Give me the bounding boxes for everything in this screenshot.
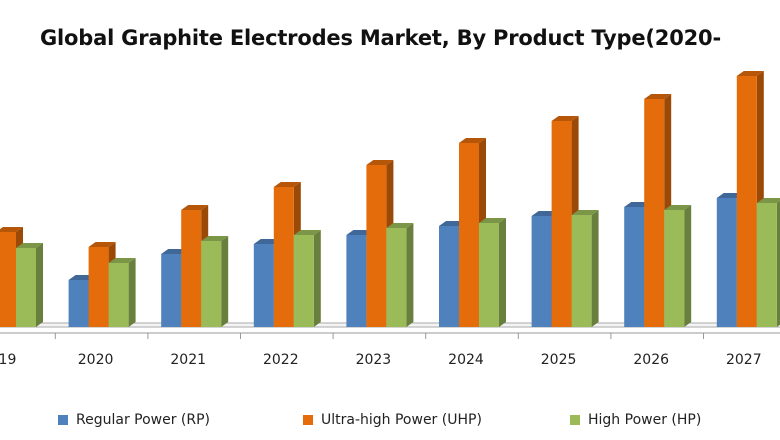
legend: Regular Power (RP) Ultra-high Power (UHP… (0, 412, 780, 434)
x-tick-label: 2025 (541, 352, 577, 368)
legend-swatch-uhp (303, 415, 313, 425)
bar-2024-0 (439, 226, 459, 327)
x-tick-label: 019 (0, 352, 16, 368)
legend-item-rp: Regular Power (RP) (58, 412, 210, 428)
bar-2022-2 (293, 235, 314, 327)
bar-top (366, 160, 394, 165)
bar-side (499, 218, 506, 327)
legend-label-rp: Regular Power (RP) (76, 412, 211, 428)
x-tick-label: 2022 (263, 352, 299, 368)
bar-side (684, 205, 692, 327)
bar-top (0, 227, 23, 232)
bar-2020-0 (68, 280, 89, 327)
bar-top (16, 243, 43, 248)
bar-top (181, 205, 209, 210)
bar-2025-0 (531, 216, 552, 327)
x-tick-label: 2020 (78, 352, 114, 368)
bar-2026-0 (624, 207, 645, 327)
x-tick-label: 2027 (726, 352, 762, 368)
bar-side (313, 230, 321, 327)
bar-side (221, 236, 229, 327)
bar-top (736, 71, 764, 76)
bar-2027-1 (736, 76, 757, 327)
bar-2026-1 (644, 99, 665, 327)
chart-title: Global Graphite Electrodes Market, By Pr… (40, 26, 721, 50)
legend-label-hp: High Power (HP) (588, 412, 702, 428)
bar-top (551, 116, 579, 121)
bar-2025-2 (571, 215, 592, 327)
bar-side (591, 210, 599, 327)
bar-top (293, 230, 321, 235)
bar-2024-1 (459, 143, 479, 327)
bar-top (664, 205, 692, 210)
bar-2021-2 (201, 241, 222, 327)
x-tick-label: 2023 (356, 352, 392, 368)
bar-side (406, 223, 414, 327)
bar-2025-1 (551, 121, 572, 327)
bar-top (88, 242, 116, 247)
bar-2019-2 (16, 248, 36, 327)
legend-item-uhp: Ultra-high Power (UHP) (303, 412, 482, 428)
bar-top (756, 198, 780, 203)
bar-side (776, 200, 780, 327)
bar-top (273, 182, 301, 187)
bar-2023-2 (386, 228, 407, 327)
bar-top (571, 210, 599, 215)
bar-2021-1 (181, 210, 202, 327)
bar-2027-0 (716, 198, 737, 327)
bar-2022-1 (273, 187, 294, 327)
bar-2022-0 (253, 244, 274, 327)
bar-2020-1 (88, 247, 109, 327)
legend-swatch-rp (58, 415, 68, 425)
bar-side (128, 258, 136, 327)
bar-top (201, 236, 229, 241)
bar-top (644, 94, 672, 99)
bar-2020-2 (108, 263, 129, 327)
bar-side (36, 243, 43, 327)
bar-2027-2 (756, 203, 777, 327)
legend-swatch-hp (570, 415, 580, 425)
bar-top (386, 223, 414, 228)
bar-2026-2 (664, 210, 685, 327)
bar-2019-1 (0, 232, 16, 327)
bar-2023-0 (346, 235, 367, 327)
bar-top (459, 138, 486, 143)
bar-2021-0 (161, 254, 182, 327)
bar-top (479, 218, 506, 223)
legend-label-uhp: Ultra-high Power (UHP) (321, 412, 482, 428)
legend-item-hp: High Power (HP) (570, 412, 701, 428)
bar-2023-1 (366, 165, 387, 327)
bar-2024-2 (479, 223, 499, 327)
x-tick-label: 2021 (170, 352, 206, 368)
bar-chart: 019 2020 2021 2022 2023 2024 2025 2026 2027 (0, 71, 780, 368)
bar-top (108, 258, 136, 263)
x-tick-label: 2026 (633, 352, 669, 368)
x-tick-label: 2024 (448, 352, 484, 368)
